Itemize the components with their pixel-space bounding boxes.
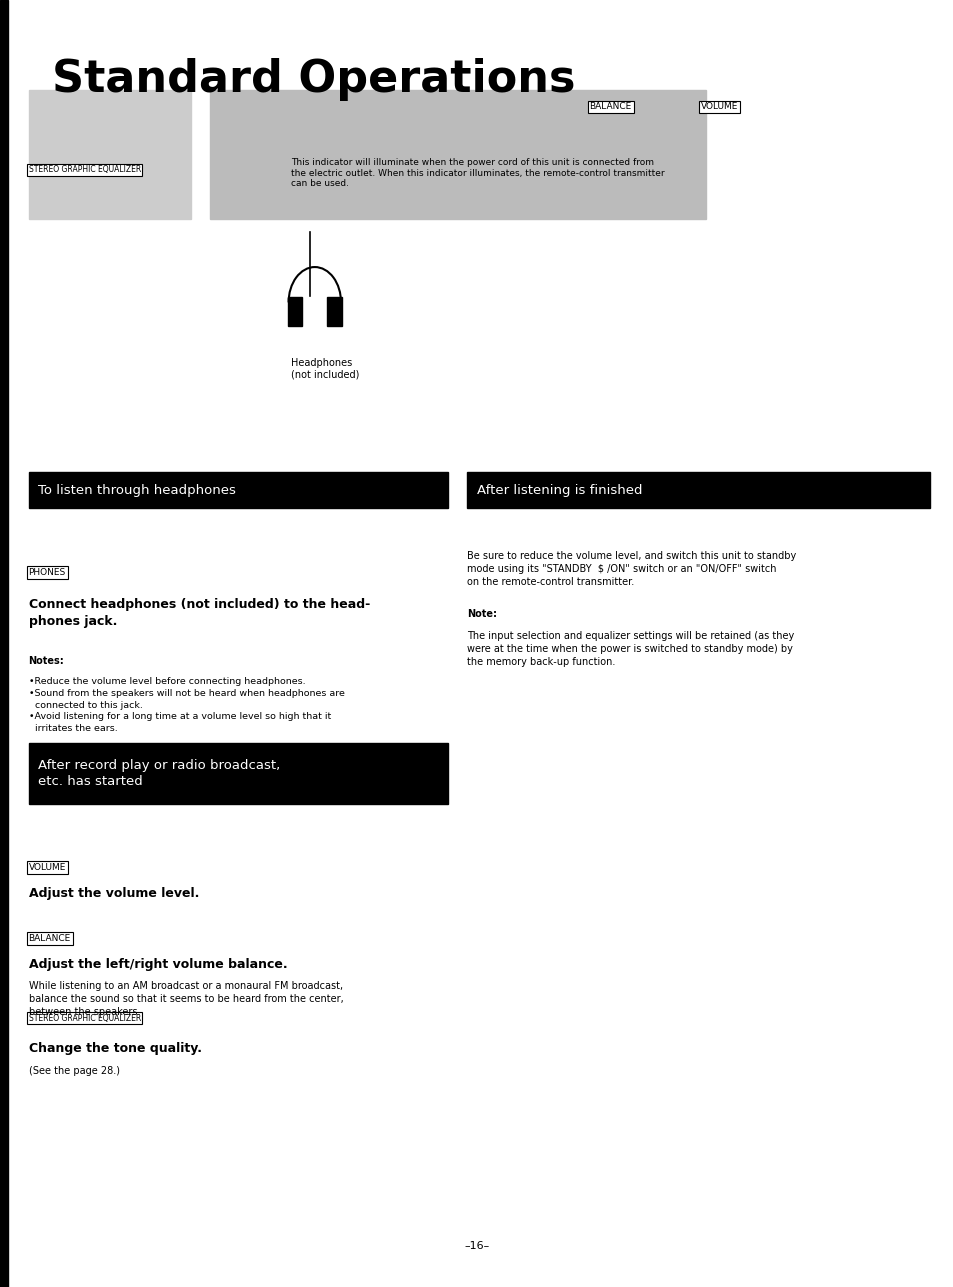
Text: STEREO GRAPHIC EQUALIZER: STEREO GRAPHIC EQUALIZER xyxy=(29,1014,141,1022)
Text: VOLUME: VOLUME xyxy=(700,103,738,111)
Text: Change the tone quality.: Change the tone quality. xyxy=(29,1042,201,1055)
Text: Standard Operations: Standard Operations xyxy=(52,58,576,100)
Text: The input selection and equalizer settings will be retained (as they
were at the: The input selection and equalizer settin… xyxy=(467,631,794,667)
Bar xyxy=(288,297,302,326)
Text: Be sure to reduce the volume level, and switch this unit to standby
mode using i: Be sure to reduce the volume level, and … xyxy=(467,551,796,587)
Text: Adjust the left/right volume balance.: Adjust the left/right volume balance. xyxy=(29,958,287,970)
Text: After record play or radio broadcast,
etc. has started: After record play or radio broadcast, et… xyxy=(38,759,280,788)
Text: Headphones
(not included): Headphones (not included) xyxy=(291,358,359,380)
Bar xyxy=(327,297,341,326)
Text: Note:: Note: xyxy=(467,609,497,619)
Text: To listen through headphones: To listen through headphones xyxy=(38,484,235,497)
Text: Notes:: Notes: xyxy=(29,656,64,667)
Text: STEREO GRAPHIC EQUALIZER: STEREO GRAPHIC EQUALIZER xyxy=(29,166,141,174)
Text: –16–: –16– xyxy=(464,1241,489,1251)
Text: While listening to an AM broadcast or a monaural FM broadcast,
balance the sound: While listening to an AM broadcast or a … xyxy=(29,981,343,1017)
Text: This indicator will illuminate when the power cord of this unit is connected fro: This indicator will illuminate when the … xyxy=(291,158,664,188)
Text: Connect headphones (not included) to the head-
phones jack.: Connect headphones (not included) to the… xyxy=(29,598,370,628)
Bar xyxy=(29,90,191,219)
Text: BALANCE: BALANCE xyxy=(589,103,631,111)
Bar xyxy=(29,743,448,804)
Text: (See the page 28.): (See the page 28.) xyxy=(29,1066,119,1076)
Text: BALANCE: BALANCE xyxy=(29,934,71,942)
Text: VOLUME: VOLUME xyxy=(29,864,66,871)
Bar xyxy=(210,90,705,219)
Bar xyxy=(29,472,448,508)
Text: Adjust the volume level.: Adjust the volume level. xyxy=(29,887,199,900)
Text: •Reduce the volume level before connecting headphones.
•Sound from the speakers : •Reduce the volume level before connecti… xyxy=(29,677,344,734)
Text: PHONES: PHONES xyxy=(29,569,66,577)
Text: After listening is finished: After listening is finished xyxy=(476,484,641,497)
Bar xyxy=(0,0,8,1287)
Bar xyxy=(467,472,929,508)
